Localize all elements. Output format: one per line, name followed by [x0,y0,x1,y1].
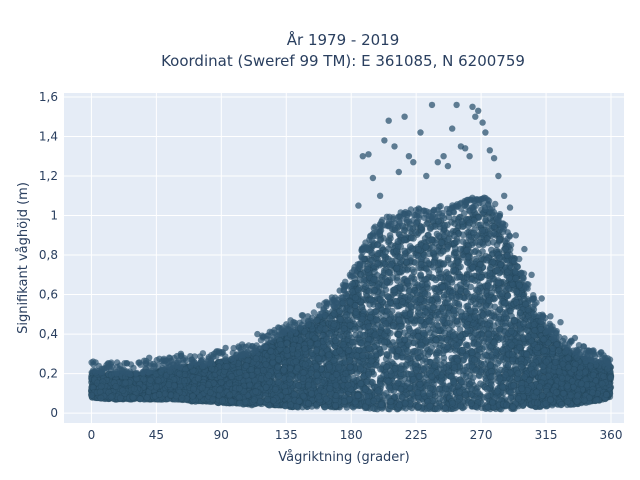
chart-title: År 1979 - 2019 [287,30,400,49]
data-point [478,248,486,256]
data-points [88,101,615,413]
chart-subtitle: Koordinat (Sweref 99 TM): E 361085, N 62… [161,52,525,70]
